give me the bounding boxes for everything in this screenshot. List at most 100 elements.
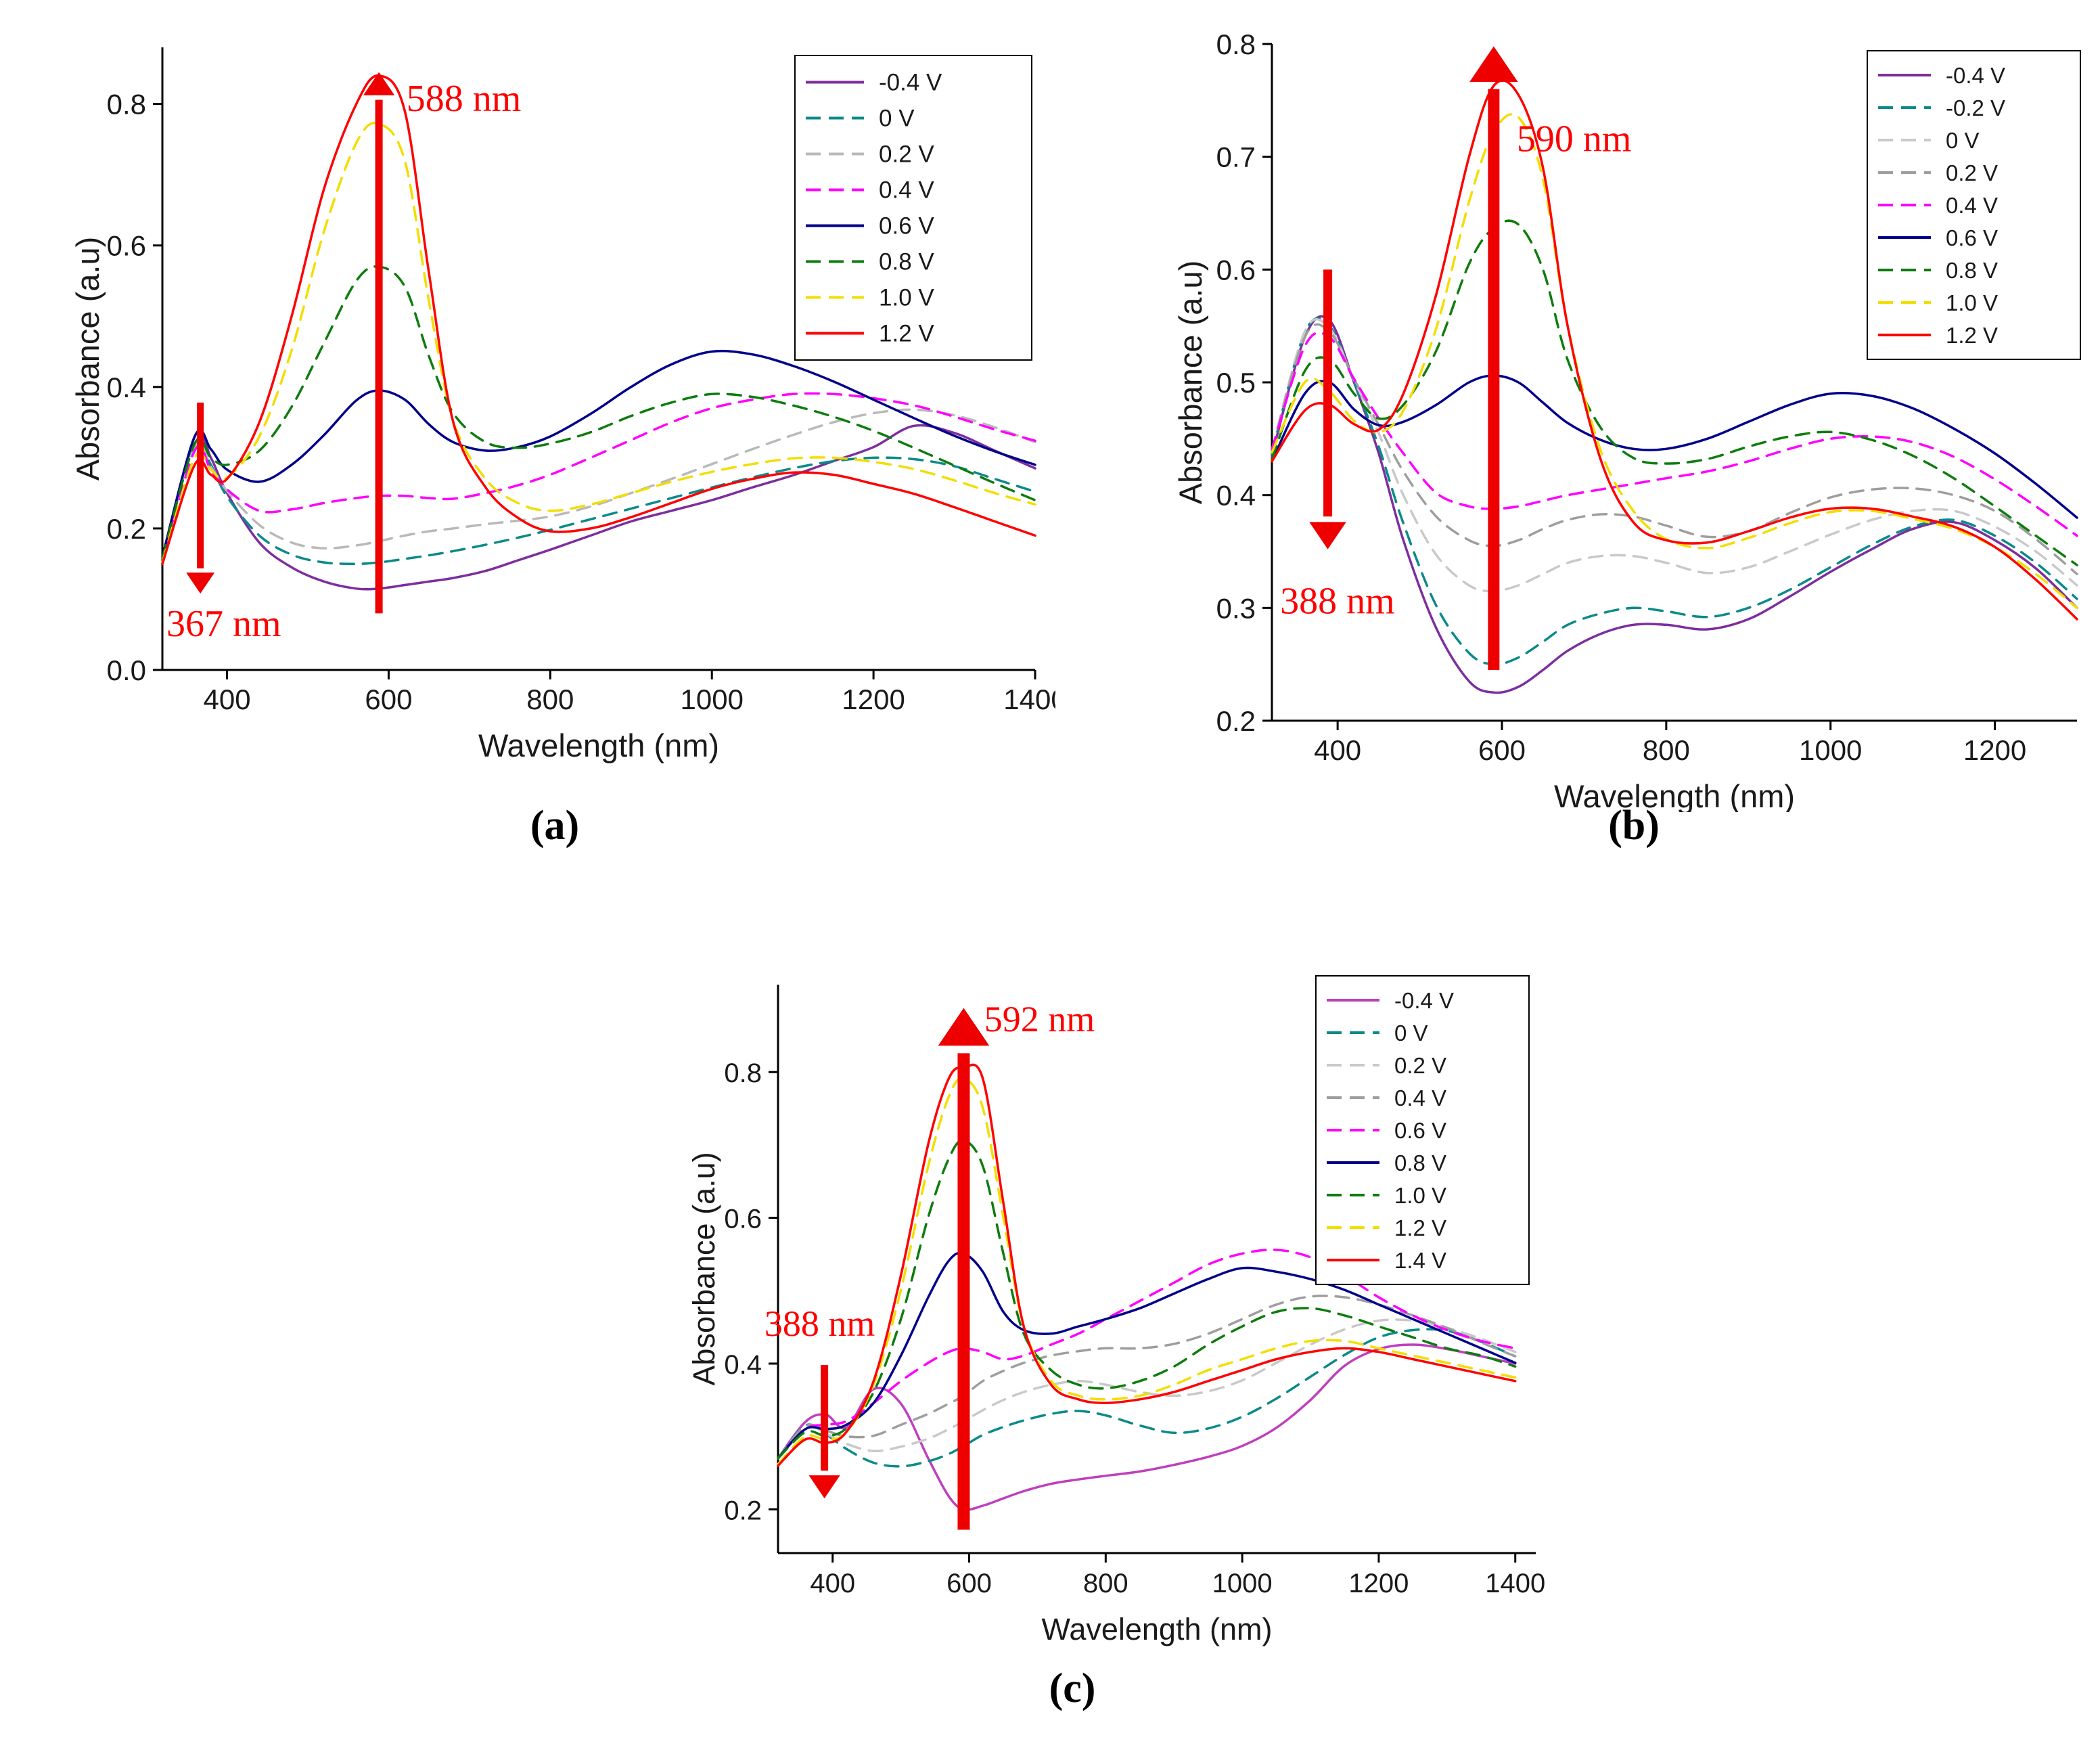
annotation-367nm: 367 nm [166, 603, 281, 645]
legend-entry-label: 1.0 V [1394, 1183, 1446, 1208]
legend-box [794, 55, 1032, 361]
x-tick-label: 800 [526, 683, 574, 715]
y-tick-label: 0.8 [724, 1058, 762, 1088]
y-tick-label: 0.4 [1216, 480, 1256, 512]
legend-entry-label: 0.8 V [1946, 258, 1998, 283]
legend-entry-label: 0.6 V [1946, 225, 1998, 250]
y-tick-label: 0.6 [107, 230, 146, 262]
legend-entry-label: 0.8 V [1394, 1150, 1446, 1175]
series-line--0.4V [1271, 315, 2078, 694]
y-tick-label: 0.4 [107, 372, 146, 403]
legend-entry-label: -0.4 V [879, 70, 942, 96]
series-line-0.2V [161, 408, 1036, 565]
legend-entry-label: 1.2 V [1946, 323, 1998, 348]
x-axis-label: Wavelength (nm) [478, 727, 719, 763]
chart-c-svg: 400 600 800 1000 1200 1400 0.2 0.4 0.6 0.8 Wavelen… [687, 975, 1545, 1646]
y-tick-label: 0.0 [107, 654, 146, 686]
panel-label-c: (c) [1049, 1665, 1096, 1711]
y-axis-label: Absorbance (a.u) [1172, 261, 1208, 505]
panel-c: 400 600 800 1000 1200 1400 0.2 0.4 0.6 0.8 Wavelen… [683, 961, 1583, 1699]
series-line-0.4V [1271, 331, 2078, 537]
panel-b: 400 600 800 1000 1200 0.2 0.3 0.4 0.5 0.6 0.7 0.8 Wa… [1170, 14, 2091, 812]
annotation-588nm: 588 nm [407, 78, 522, 120]
x-tick-label: 1000 [1212, 1569, 1273, 1598]
chart-b-svg: 400 600 800 1000 1200 0.2 0.3 0.4 0.5 0.6 0.7 0.8 Wa… [1172, 28, 2081, 812]
series-line-1.2V [1271, 79, 2078, 621]
y-axis-label: Absorbance (a.u) [70, 237, 106, 481]
y-tick-label: 0.8 [1216, 28, 1256, 60]
chart-a-svg: 400 600 800 1000 1200 1400 0.0 0.2 0.4 0.6 0.8 Wave… [70, 47, 1055, 763]
y-tick-label: 0.4 [724, 1350, 762, 1380]
y-tick-label: 0.2 [1216, 705, 1256, 737]
series-line-0V [161, 437, 1036, 565]
series-line-1.0V [777, 1139, 1517, 1460]
series-curves [161, 74, 1036, 591]
annotation-590nm: 590 nm [1517, 118, 1632, 160]
legend-entry-label: 0.2 V [879, 141, 934, 168]
legend-entry-label: 0.8 V [879, 249, 934, 275]
legend-entry-label: 1.4 V [1394, 1248, 1446, 1273]
legend-entry-label: 1.2 V [1394, 1215, 1446, 1240]
legend-entry-label: 0 V [1394, 1020, 1428, 1046]
annotation-592nm: 592 nm [984, 999, 1095, 1039]
x-axis-label: Wavelength (nm) [1554, 778, 1795, 812]
up-arrow-head [363, 72, 395, 95]
x-tick-label: 400 [1314, 734, 1361, 766]
up-arrow-head [938, 1008, 990, 1046]
panel-label-a: (a) [530, 803, 580, 849]
y-tick-label: 0.2 [724, 1496, 762, 1525]
legend: -0.4 V -0.2 V 0 V 0.2 V 0.4 V 0.6 V 0.8 V 1.0 V… [1867, 50, 2081, 360]
series-line-0V [1271, 317, 2078, 593]
legend-entry-label: 0 V [879, 106, 915, 132]
down-arrow-head [1309, 522, 1346, 549]
series-line-0.4V [777, 1295, 1517, 1460]
series-line--0.4V [777, 1343, 1517, 1511]
panel-a: 400 600 800 1000 1200 1400 0.0 0.2 0.4 0.6 0.8 Wave… [68, 20, 1055, 805]
legend-entry-label: -0.2 V [1946, 95, 2005, 120]
series-line-0.8V [1271, 219, 2078, 566]
annotation-388nm: 388 nm [1280, 581, 1395, 623]
series-line-0.8V [161, 265, 1036, 560]
legend-entry-label: 0.2 V [1946, 160, 1998, 185]
legend-entry-label: 0 V [1946, 128, 1980, 153]
x-tick-label: 1200 [1963, 734, 2026, 766]
series-line-1.4V [777, 1063, 1517, 1467]
legend-entry-label: 0.4 V [1946, 193, 1998, 218]
x-tick-label: 600 [1478, 734, 1526, 766]
series-line--0.4V [161, 424, 1036, 591]
axes [161, 47, 1035, 671]
legend-entry-label: -0.4 V [1394, 988, 1454, 1013]
up-arrow-head [1469, 46, 1518, 83]
legend-entry-label: 0.2 V [1394, 1053, 1446, 1078]
legend-entry-label: 0.4 V [1394, 1085, 1446, 1110]
x-tick-label: 1400 [1485, 1569, 1545, 1598]
x-tick-label: 1000 [681, 683, 744, 715]
x-tick-label: 1000 [1799, 734, 1862, 766]
series-line-0.2V [777, 1318, 1517, 1460]
legend-entry-label: 1.2 V [879, 321, 934, 347]
legend-entry-label: 0.6 V [1394, 1118, 1446, 1143]
series-line-1.0V [161, 122, 1036, 564]
series-line-0V [777, 1328, 1517, 1468]
down-arrow-head [808, 1475, 840, 1499]
series-line-0.6V [1271, 374, 2078, 519]
y-axis-label: Absorbance (a.u) [687, 1152, 721, 1385]
series-curves [1271, 79, 2078, 694]
series-line-0.4V [161, 392, 1036, 565]
y-tick-label: 0.6 [724, 1205, 762, 1234]
legend: -0.4 V 0 V 0.2 V 0.4 V 0.6 V 0.8 V 1.0 V 1.2 V [794, 55, 1032, 361]
x-tick-label: 1200 [842, 683, 905, 715]
y-tick-label: 0.3 [1216, 592, 1256, 624]
x-tick-label: 1200 [1348, 1569, 1409, 1598]
panel-label-b: (b) [1608, 803, 1660, 849]
legend-entry-label: 1.0 V [1946, 290, 1998, 315]
x-tick-label: 400 [810, 1569, 855, 1598]
x-tick-label: 600 [946, 1569, 992, 1598]
legend-entry-label: 1.0 V [879, 285, 934, 311]
legend: -0.4 V 0 V 0.2 V 0.4 V 0.6 V 0.8 V 1.0 V 1.2 V 1… [1315, 975, 1530, 1285]
series-line-0.2V [1271, 323, 2078, 576]
x-tick-label: 400 [204, 683, 251, 715]
y-tick-label: 0.8 [107, 89, 146, 120]
x-tick-label: 800 [1643, 734, 1690, 766]
